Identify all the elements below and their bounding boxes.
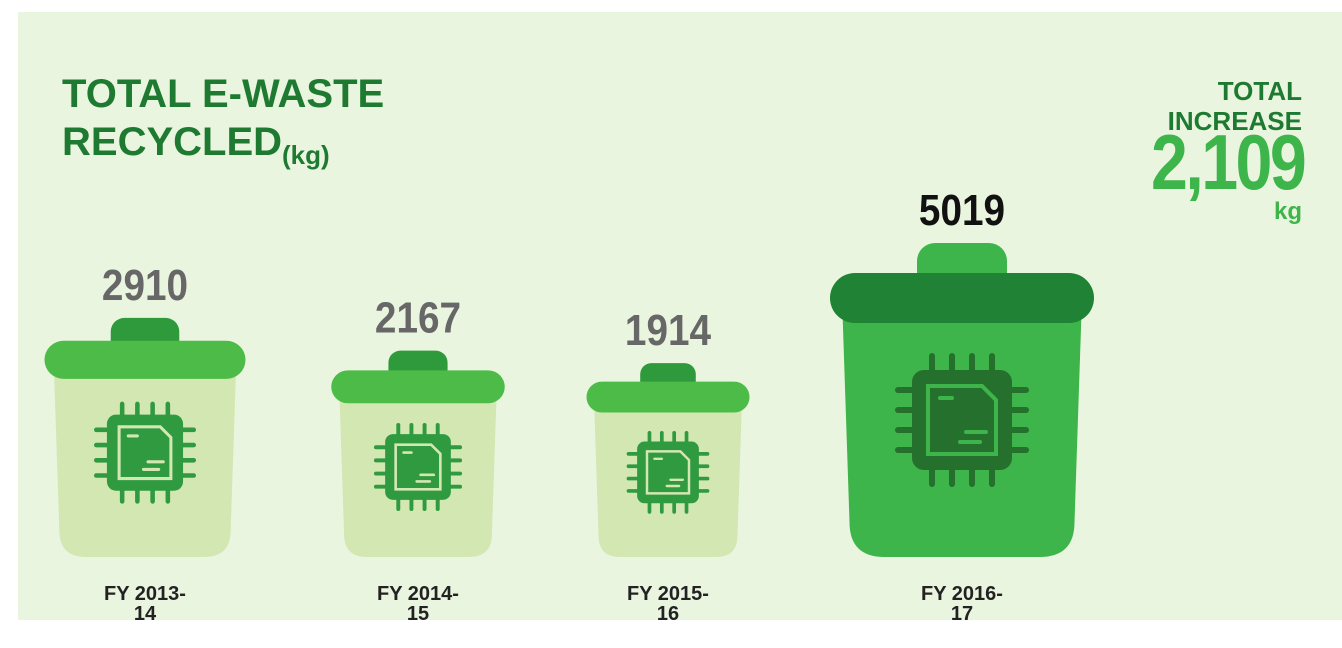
bin: [586, 363, 750, 557]
chip: [912, 370, 1012, 470]
bin-lid: [44, 340, 246, 379]
chip: [106, 414, 184, 491]
chip-core: [117, 425, 173, 481]
value-label: 5019: [919, 185, 1005, 235]
chip-core: [926, 384, 998, 456]
bin: [830, 243, 1094, 557]
bin-lid: [830, 273, 1094, 323]
chip: [637, 441, 699, 504]
chart-title: TOTAL E-WASTE RECYCLED: [62, 72, 385, 164]
annotation-label: TOTAL INCREASE: [1167, 76, 1302, 136]
category-label: FY 2016-17: [921, 583, 1003, 625]
chip-core: [394, 443, 442, 491]
bin: [44, 317, 246, 557]
unit-label: (kg): [282, 140, 330, 170]
chip-core: [645, 450, 691, 495]
category-label: FY 2015-16: [627, 583, 709, 625]
bin-lid: [586, 381, 750, 413]
value-label: 2910: [102, 260, 188, 310]
value-label: 1914: [625, 305, 711, 355]
bin: [331, 350, 505, 557]
bin-lid: [331, 370, 505, 404]
annotation-value: 2,109: [1150, 118, 1307, 206]
chip: [385, 434, 451, 500]
value-label: 2167: [375, 292, 461, 342]
category-label: FY 2014-15: [377, 583, 459, 625]
annotation-unit: kg: [1273, 198, 1302, 225]
category-label: FY 2013-14: [104, 583, 186, 625]
